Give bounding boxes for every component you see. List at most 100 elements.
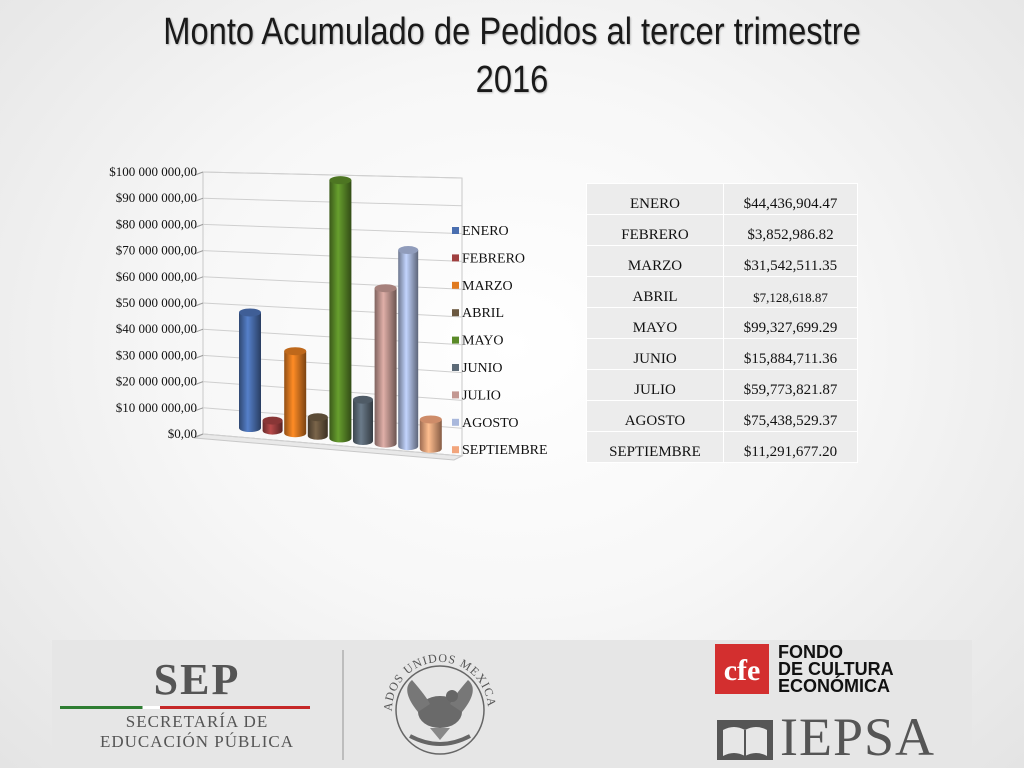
table-month: AGOSTO xyxy=(586,400,724,432)
table-row: MARZO $31,542,511.35 xyxy=(586,245,858,277)
legend-label: JULIO xyxy=(462,388,501,403)
legend-label: JUNIO xyxy=(462,361,502,376)
y-tick-label: $40 000 000,00 xyxy=(116,321,197,336)
bar-body xyxy=(284,351,307,438)
bar-top xyxy=(353,395,373,404)
tick-mark xyxy=(194,171,204,176)
sep-line-2: EDUCACIÓN PÚBLICA xyxy=(99,732,295,751)
table-row: AGOSTO $75,438,529.37 xyxy=(586,400,858,432)
chart-legend: ENERO FEBRERO MARZO ABRIL MAYO JUNIO JULIO AGOS… xyxy=(452,224,548,458)
table-amount: $31,542,511.35 xyxy=(723,245,858,277)
title-line-2: 2016 xyxy=(475,59,549,101)
table-amount: $11,291,677.20 xyxy=(723,431,858,463)
national-seal-icon: ESTADOS UNIDOS MEXICANOS xyxy=(370,640,498,755)
legend-swatch xyxy=(452,227,459,234)
bar-top xyxy=(374,284,397,293)
table-month: ABRIL xyxy=(586,276,724,308)
footer-divider xyxy=(342,650,344,760)
legend-item: SEPTIEMBRE xyxy=(452,443,548,458)
bar-top xyxy=(262,416,283,425)
legend-label: AGOSTO xyxy=(462,416,519,431)
sep-logo-text: SEP xyxy=(153,655,241,704)
bar-abril xyxy=(307,413,328,440)
table-month: FEBRERO xyxy=(586,214,724,246)
y-tick-label: $0,00 xyxy=(168,426,197,441)
bar-top xyxy=(329,176,352,185)
title-line-1: Monto Acumulado de Pedidos al tercer tri… xyxy=(163,11,861,53)
table-row: FEBRERO $3,852,986.82 xyxy=(586,214,858,246)
data-table: ENERO $44,436,904.47 FEBRERO $3,852,986.82 M… xyxy=(586,183,858,463)
legend-item: AGOSTO xyxy=(452,416,519,431)
table-row: SEPTIEMBRE $11,291,677.20 xyxy=(586,431,858,463)
y-tick-label: $80 000 000,00 xyxy=(116,216,197,231)
legend-label: MARZO xyxy=(462,279,513,294)
table-amount: $44,436,904.47 xyxy=(723,183,858,215)
table-amount: $15,884,711.36 xyxy=(723,338,858,370)
tick-mark xyxy=(194,276,204,281)
legend-item: ENERO xyxy=(452,224,509,239)
tick-mark xyxy=(194,250,204,255)
y-tick-label: $30 000 000,00 xyxy=(116,347,197,362)
legend-item: MARZO xyxy=(452,279,513,294)
open-book-icon xyxy=(717,720,773,760)
legend-label: ABRIL xyxy=(462,306,504,321)
legend-item: ABRIL xyxy=(452,306,504,321)
legend-swatch xyxy=(452,418,459,426)
bar-top xyxy=(419,415,442,424)
legend-item: FEBRERO xyxy=(452,251,525,266)
bar-body xyxy=(329,180,352,443)
chart-walls xyxy=(193,171,464,461)
sep-line-1: SECRETARÍA DE xyxy=(125,712,269,731)
fce-mark-text: cfe xyxy=(724,654,761,687)
tick-mark xyxy=(194,223,204,228)
bar-marzo xyxy=(284,347,307,438)
bar-julio xyxy=(374,284,397,448)
legend-label: FEBRERO xyxy=(462,251,525,266)
bar-agosto xyxy=(398,246,419,451)
tick-mark xyxy=(194,407,204,412)
table-month: ENERO xyxy=(586,183,724,215)
table-month: MAYO xyxy=(586,307,724,339)
legend-swatch xyxy=(452,309,459,317)
bar-top xyxy=(398,246,419,255)
bar-febrero xyxy=(262,416,283,435)
fce-logo-text: FONDO DE CULTURA ECONÓMICA xyxy=(778,642,894,695)
table-amount: $59,773,821.87 xyxy=(723,369,858,401)
legend-swatch xyxy=(452,254,459,262)
bar-top xyxy=(239,308,261,317)
legend-label: ENERO xyxy=(462,224,509,239)
table-row: JUNIO $15,884,711.36 xyxy=(586,338,858,370)
bar-enero xyxy=(239,308,261,432)
bar-body xyxy=(262,420,283,435)
bar-body xyxy=(398,250,419,451)
table-row: MAYO $99,327,699.29 xyxy=(586,307,858,339)
bar-body xyxy=(307,417,328,440)
sep-logo: SEP SECRETARÍA DE EDUCACIÓN PÚBLICA xyxy=(52,640,342,768)
bar-body xyxy=(353,399,373,445)
tick-mark xyxy=(194,197,204,202)
table-amount: $3,852,986.82 xyxy=(723,214,858,246)
y-tick-label: $20 000 000,00 xyxy=(116,374,197,389)
legend-item: MAYO xyxy=(452,334,504,349)
bar-top xyxy=(307,413,328,422)
y-tick-label: $100 000 000,00 xyxy=(109,164,197,179)
table-month: JULIO xyxy=(586,369,724,401)
bar-body xyxy=(374,288,397,448)
page-title: Monto Acumulado de Pedidos al tercer tri… xyxy=(72,8,953,104)
y-tick-label: $10 000 000,00 xyxy=(116,400,197,415)
table-month: SEPTIEMBRE xyxy=(586,431,724,463)
bar-junio xyxy=(353,395,373,445)
legend-item: JUNIO xyxy=(452,361,502,376)
bar-chart: $0,00 $10 000 000,00 $20 000 000,00 $30 000… xyxy=(109,164,548,461)
legend-item: JULIO xyxy=(452,388,501,403)
legend-swatch xyxy=(452,281,459,289)
chart-bars xyxy=(239,176,442,453)
tick-mark xyxy=(194,433,204,438)
legend-label: SEPTIEMBRE xyxy=(462,443,548,458)
fce-line-1: FONDO xyxy=(778,642,843,662)
gridline xyxy=(202,433,463,457)
bar-septiembre xyxy=(419,415,442,453)
y-tick-label: $60 000 000,00 xyxy=(116,269,197,284)
sep-flag-line xyxy=(60,706,310,709)
table-month: JUNIO xyxy=(586,338,724,370)
